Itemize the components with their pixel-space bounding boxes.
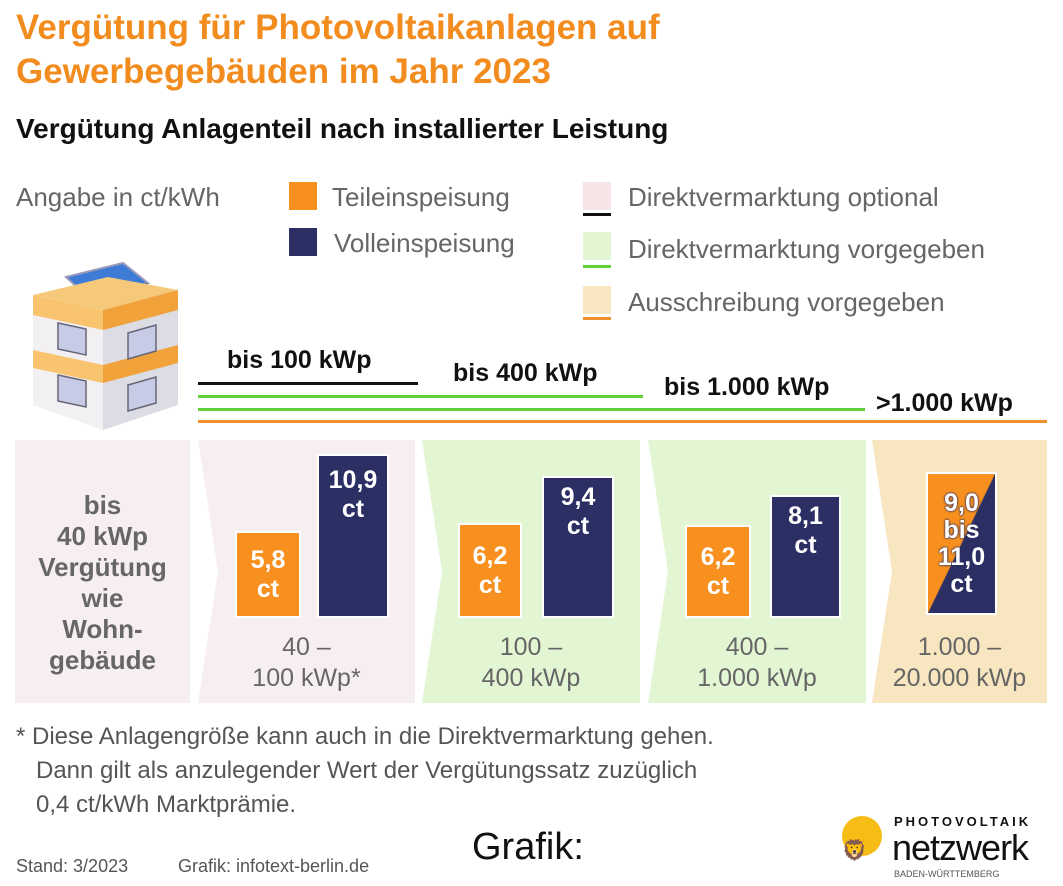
building-illustration [33,261,178,430]
bar-label: 6,2 [472,541,508,570]
limit-400: bis 400 kWp [453,359,598,387]
panel-up-to-40: bis 40 kWp Vergütung wie Wohn-gebäude [15,440,190,703]
stand: Stand: 3/2023 [16,856,129,876]
bar-label: bis [943,515,980,544]
legend-dv-vorgegeben: Direktvermarktung vorgegeben [628,234,985,264]
logo-sub: BADEN-WÜRTTEMBERG [894,869,1000,879]
panel-text: Wohn- [62,614,143,644]
bar-label: ct [706,571,730,600]
panel-text: bis [83,490,122,520]
logo: 🦁 PHOTOVOLTAIK netzwerk BADEN-WÜRTTEMBER… [836,812,1056,884]
bar-voll-40-100: 10,9 ct [317,454,389,618]
line-dv-vorgegeben-400 [198,395,643,398]
bar-label: ct [341,495,365,523]
title-line-1: Vergütung für Photovoltaikanlagen auf [16,8,660,47]
lion-icon: 🦁 [842,840,867,862]
range-100-400: 100 – 400 kWp [422,632,640,694]
bar-label: 9,0 [944,488,979,517]
bar-teil-40-100: 5,8 ct [235,531,301,618]
subtitle: Vergütung Anlagenteil nach installierter… [16,113,669,144]
legend-voll: Volleinspeisung [334,228,515,258]
limit-100: bis 100 kWp [227,346,372,374]
legend-swatch-teil [289,182,317,210]
limit-1000: bis 1.000 kWp [664,373,830,401]
unit-label: Angabe in ct/kWh [16,182,220,212]
bar-label: ct [950,569,973,598]
line-dv-optional [198,382,418,385]
bar-label: 11,0 [937,542,986,571]
legend-line-black [583,213,611,216]
legend-swatch-dv-optional [583,182,611,210]
legend-teil: Teileinspeisung [332,182,510,212]
legend-swatch-dv-vorgegeben [583,232,611,260]
range-40-100: 40 – 100 kWp* [198,632,415,694]
legend-ausschreibung: Ausschreibung vorgegeben [628,287,945,317]
bar-voll-100-400: 9,4 ct [542,476,614,618]
grafik-label: Grafik: [472,826,584,868]
bar-label: 9,4 [560,483,596,511]
legend-line-orange [583,317,611,320]
range-line: 400 kWp [481,664,581,692]
logo-top: PHOTOVOLTAIK [894,814,1032,829]
range-400-1000: 400 – 1.000 kWp [648,632,866,694]
range-line: 100 – [499,633,563,661]
bar-teil-100-400: 6,2 ct [458,523,522,618]
range-1000-20000: 1.000 – 20.000 kWp [872,632,1047,694]
legend-swatch-ausschreibung [583,286,611,314]
range-line: 1.000 kWp [697,664,817,692]
grafik-credit: Grafik: infotext-berlin.de [178,856,370,876]
logo-main: netzwerk [892,827,1029,868]
range-line: 40 – [282,633,331,661]
bar-label: 10,9 [328,466,378,494]
panel-text: 40 kWp [56,521,149,551]
panel-text: gebäude [49,645,156,675]
bar-label: ct [256,574,280,603]
bar-label: 6,2 [700,542,736,571]
bar-teil-400-1000: 6,2 ct [685,525,751,618]
line-ausschreibung [198,420,1047,423]
bar-label: ct [478,570,502,599]
panel-text: wie [81,583,124,613]
main-title: Vergütung für Photovoltaikanlagen auf Gew… [16,6,660,94]
line-dv-vorgegeben-1000 [198,408,865,411]
bar-label: ct [794,531,817,559]
range-line: 400 – [725,633,789,661]
legend-line-green [583,265,611,268]
limit-over-1000: >1.000 kWp [876,389,1013,417]
sun-icon [842,816,882,856]
bar-combined-1000-20000: 9,0 bis 11,0 ct [926,472,997,615]
title-line-2: Gewerbegebäuden im Jahr 2023 [16,52,551,91]
bar-label: 8,1 [788,502,823,530]
legend-dv-optional: Direktvermarktung optional [628,182,939,212]
bar-label: ct [566,512,590,540]
bar-label: 5,8 [250,545,286,574]
range-line: 20.000 kWp [892,664,1027,692]
range-line: 1.000 – [917,633,1002,661]
panel-text: Vergütung [38,552,167,582]
footnote: * Diese Anlagengröße kann auch in die Di… [16,723,714,818]
range-line: 100 kWp* [252,664,361,692]
bar-voll-400-1000: 8,1 ct [770,495,841,618]
legend-swatch-voll [289,228,317,256]
